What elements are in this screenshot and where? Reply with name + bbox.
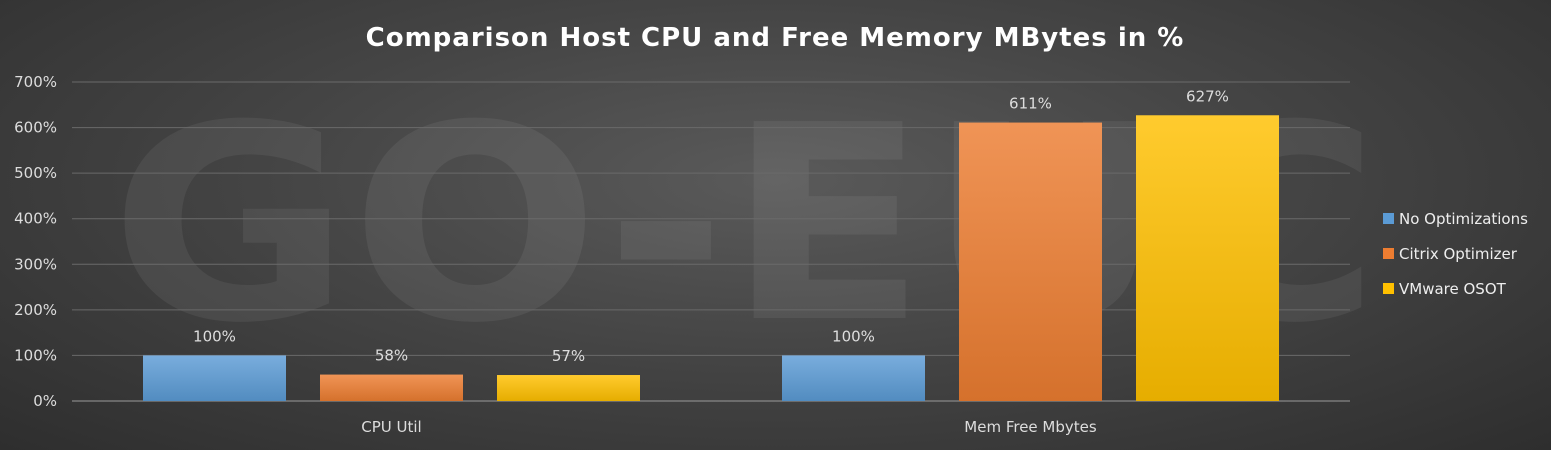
- data-label: 58%: [375, 347, 408, 365]
- bar: [143, 355, 286, 401]
- legend-swatch: [1383, 248, 1394, 259]
- x-category-label: Mem Free Mbytes: [964, 418, 1097, 436]
- data-label: 57%: [552, 347, 585, 365]
- data-label: 627%: [1186, 87, 1229, 105]
- y-tick-label: 0%: [33, 392, 57, 410]
- y-tick-label: 700%: [14, 73, 57, 91]
- chart-title: Comparison Host CPU and Free Memory MByt…: [366, 23, 1185, 53]
- bar: [320, 374, 463, 401]
- bar: [497, 375, 640, 401]
- x-axis-categories: CPU Util Mem Free Mbytes: [361, 418, 1097, 436]
- y-axis-ticks: 0% 100% 200% 300% 400% 500% 600% 700%: [14, 73, 57, 410]
- bars: [143, 115, 1279, 402]
- y-tick-label: 400%: [14, 210, 57, 228]
- y-tick-label: 200%: [14, 301, 57, 319]
- bar: [959, 122, 1102, 402]
- y-tick-label: 500%: [14, 164, 57, 182]
- legend-label: Citrix Optimizer: [1399, 245, 1518, 263]
- bar: [782, 355, 925, 401]
- y-tick-label: 600%: [14, 119, 57, 137]
- legend: No Optimizations Citrix Optimizer VMware O…: [1383, 210, 1528, 298]
- y-tick-label: 300%: [14, 255, 57, 273]
- legend-swatch: [1383, 213, 1394, 224]
- x-category-label: CPU Util: [361, 418, 421, 436]
- data-label: 100%: [193, 327, 236, 345]
- legend-swatch: [1383, 283, 1394, 294]
- data-label: 100%: [832, 327, 875, 345]
- data-label: 611%: [1009, 95, 1052, 113]
- data-labels: 100% 58% 57% 100% 611% 627%: [193, 87, 1229, 365]
- y-tick-label: 100%: [14, 346, 57, 364]
- legend-label: No Optimizations: [1399, 210, 1528, 228]
- bar: [1136, 115, 1279, 401]
- legend-label: VMware OSOT: [1399, 280, 1507, 298]
